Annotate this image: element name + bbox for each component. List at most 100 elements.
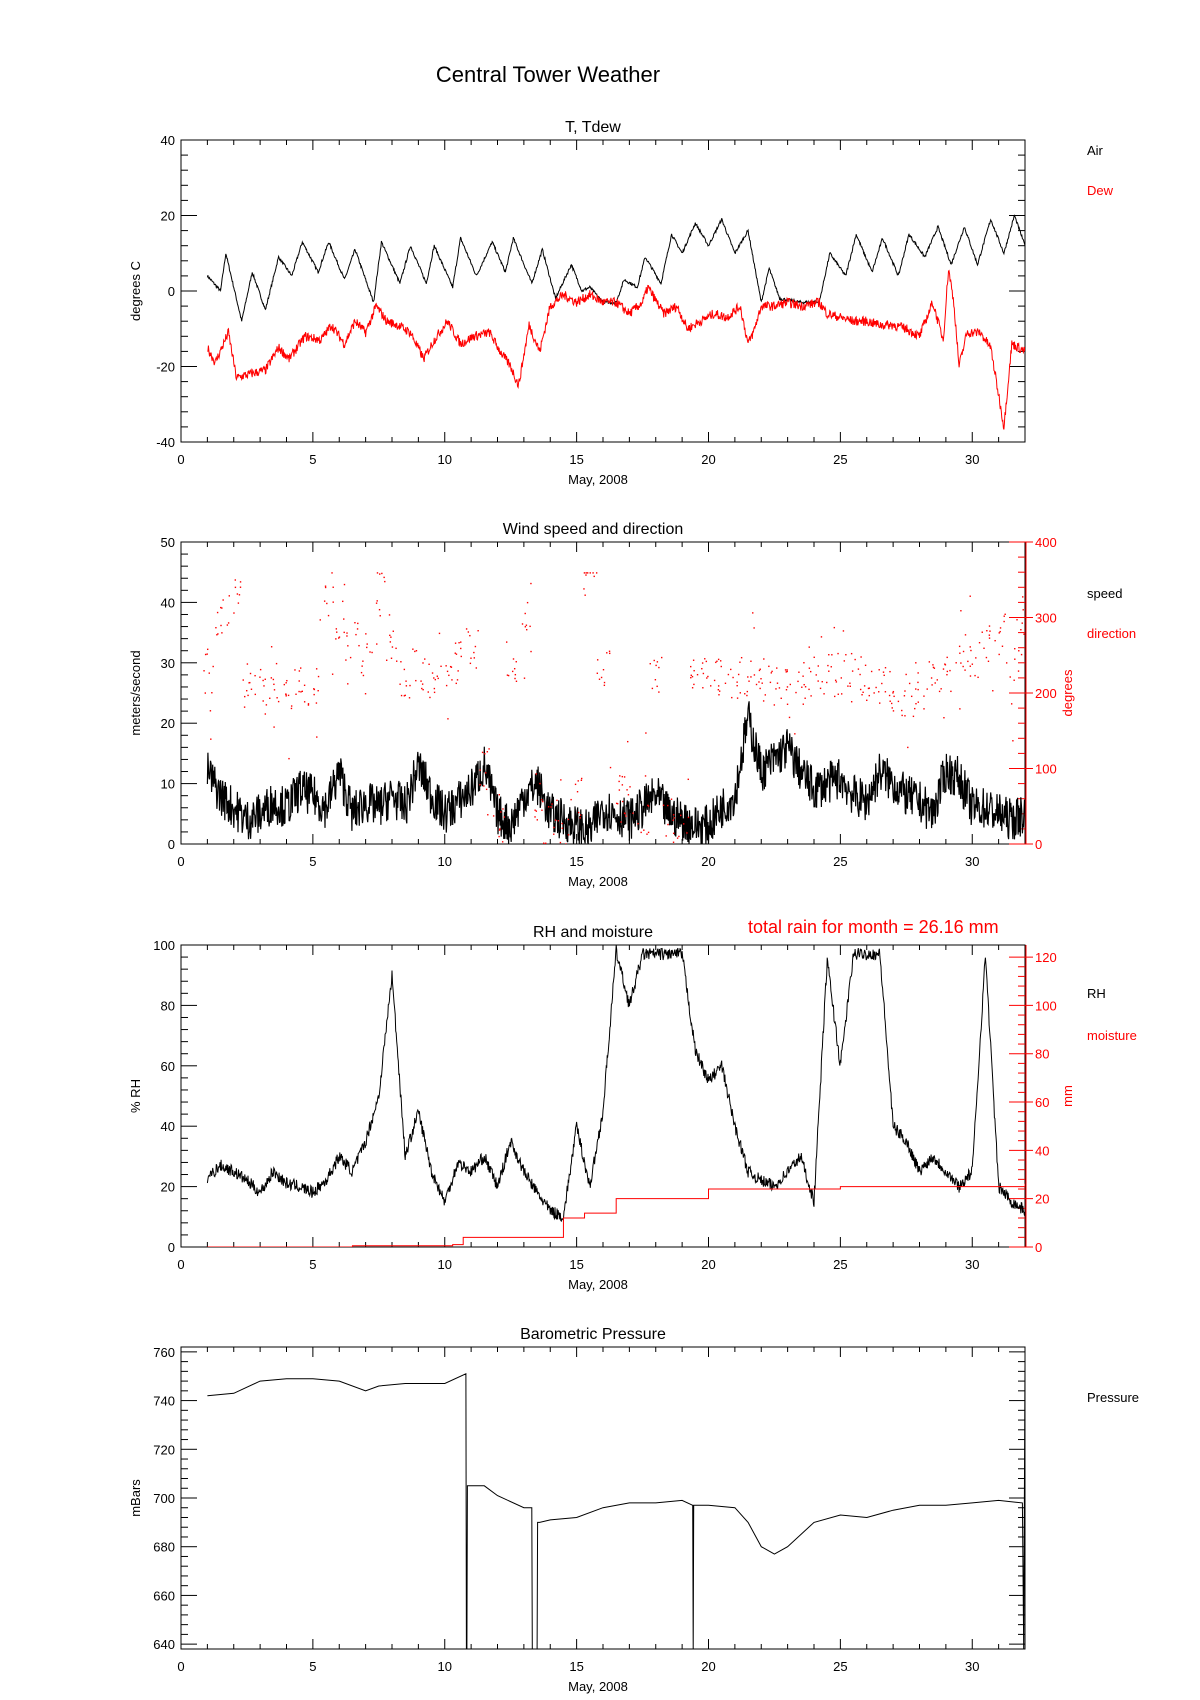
direction-point [300,691,302,693]
direction-point [753,674,756,676]
direction-point [400,661,402,663]
direction-point [975,657,977,659]
direction-point [1004,613,1006,616]
direction-point [560,779,562,781]
direction-point [541,809,543,811]
direction-point [661,656,663,659]
direction-point [239,581,242,583]
direction-point [647,804,649,807]
direction-point [986,630,988,632]
direction-point [405,685,408,687]
x-tick-label: 30 [965,854,979,869]
direction-point [946,656,948,659]
direction-point [752,612,754,614]
plot-frame [180,944,1026,1248]
direction-point [294,669,296,671]
panel-title: RH and moisture [533,924,653,941]
direction-point [989,630,991,632]
direction-point [828,654,830,656]
direction-point [912,715,915,718]
direction-point [884,667,887,669]
direction-point [789,683,791,686]
direction-point [376,643,378,645]
direction-point [739,661,741,663]
x-tick-label: 10 [438,1257,452,1272]
direction-point [277,700,280,703]
direction-point [270,677,273,679]
direction-point [264,678,266,680]
direction-point [897,700,900,703]
direction-point [646,833,648,835]
direction-point [653,659,655,662]
direction-point [285,693,287,696]
direction-point [446,670,449,673]
y-tick-label-right: 60 [1035,1095,1049,1110]
y-tick-label: 660 [153,1588,175,1603]
direction-point [849,682,851,684]
direction-point [371,651,373,654]
direction-point [437,677,439,680]
panel-2: Wind speed and direction 0 5 10 15 20 25 30 May,… [128,521,1136,889]
direction-point [323,600,326,602]
direction-point [600,676,603,679]
direction-point [262,700,264,702]
direction-point [365,633,367,635]
direction-point [758,669,761,672]
direction-point [959,708,961,710]
direction-point [272,678,275,681]
direction-point [366,643,368,645]
y-tick-label: 10 [161,777,175,792]
direction-point [914,707,916,710]
direction-point [553,826,555,829]
direction-point [770,672,773,674]
y-tick-label: 30 [161,656,175,671]
y-tick-label: 760 [153,1345,175,1360]
direction-point [589,572,591,574]
direction-point [290,705,293,707]
direction-point [915,662,917,664]
direction-point [771,670,773,673]
direction-point [759,687,761,690]
direction-point [384,580,386,583]
direction-point [847,685,849,687]
direction-point [692,659,695,661]
direction-point [786,703,789,705]
x-tick-label: 10 [438,854,452,869]
direction-point [315,702,318,704]
direction-point [523,677,526,679]
direction-point [603,681,606,684]
x-tick-label: 20 [701,1257,715,1272]
direction-point [273,726,275,728]
direction-point [702,687,704,689]
y-axis-label: mBars [128,1479,143,1517]
direction-point [242,679,244,681]
direction-point [570,798,572,801]
direction-point [802,675,804,677]
direction-point [239,586,242,588]
direction-point [716,660,718,662]
direction-point [515,661,517,663]
direction-point [404,694,406,697]
direction-point [458,642,460,644]
direction-point [536,819,538,821]
x-tick-label: 0 [177,452,184,467]
direction-point [988,634,991,636]
direction-point [303,701,306,703]
legend-moisture: moisture [1087,1028,1137,1043]
direction-point [960,610,962,612]
y-tick-label: 40 [161,133,175,148]
x-tick-label: 5 [309,1257,316,1272]
direction-point [254,674,256,677]
direction-point [1020,653,1023,656]
direction-point [713,679,716,682]
y-tick-label-right: 100 [1035,998,1057,1013]
direction-point [574,783,577,786]
direction-point [424,658,426,660]
direction-point [553,833,555,835]
direction-point [810,695,812,697]
direction-point [690,676,692,679]
direction-point [905,673,907,676]
direction-point [436,675,438,677]
y-axis-label-right: mm [1060,1085,1075,1107]
direction-point [246,689,248,692]
